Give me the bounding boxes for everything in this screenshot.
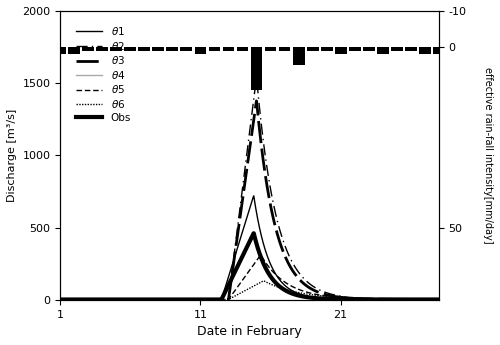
Bar bbox=[54, 47, 66, 54]
Bar bbox=[152, 47, 164, 51]
Bar bbox=[376, 47, 388, 54]
Bar bbox=[222, 47, 234, 51]
Bar bbox=[432, 47, 444, 54]
Bar bbox=[180, 47, 192, 51]
Bar bbox=[404, 47, 416, 51]
Bar bbox=[306, 47, 318, 51]
Bar bbox=[110, 47, 122, 51]
Bar bbox=[334, 47, 346, 54]
Legend: $\theta$1, $\theta$2, $\theta$3, $\theta$4, $\theta$5, $\theta$6, Obs: $\theta$1, $\theta$2, $\theta$3, $\theta… bbox=[73, 22, 134, 126]
Bar bbox=[250, 47, 262, 90]
Bar bbox=[390, 47, 402, 51]
Bar bbox=[68, 47, 80, 54]
Bar bbox=[418, 47, 430, 54]
Bar bbox=[194, 47, 206, 54]
X-axis label: Date in February: Date in February bbox=[197, 325, 302, 338]
Y-axis label: Discharge [m³/s]: Discharge [m³/s] bbox=[7, 109, 17, 202]
Bar bbox=[278, 47, 290, 51]
Bar bbox=[320, 47, 332, 51]
Bar bbox=[264, 47, 276, 51]
Bar bbox=[124, 47, 136, 51]
Bar bbox=[138, 47, 150, 51]
Bar bbox=[362, 47, 374, 51]
Bar bbox=[236, 47, 248, 51]
Bar bbox=[292, 47, 304, 65]
Bar bbox=[166, 47, 178, 51]
Bar bbox=[348, 47, 360, 51]
Bar bbox=[96, 47, 108, 51]
Bar bbox=[82, 47, 94, 51]
Bar bbox=[208, 47, 220, 51]
Y-axis label: effective rain-fall intensity[mm/day]: effective rain-fall intensity[mm/day] bbox=[483, 67, 493, 244]
